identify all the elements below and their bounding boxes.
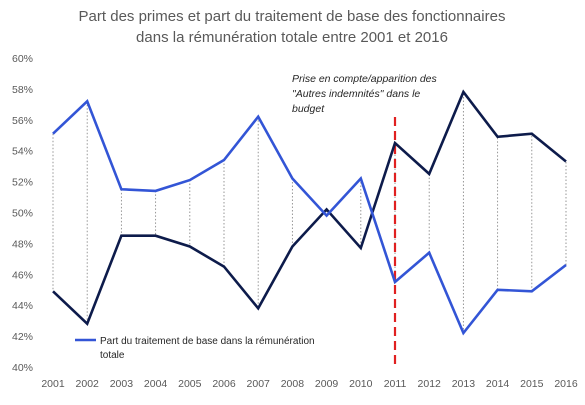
x-tick-label: 2016 <box>554 378 578 390</box>
x-tick-label: 2010 <box>349 378 373 390</box>
y-tick-label: 52% <box>12 177 33 189</box>
annotation-line-1: Prise en compte/apparition des <box>292 73 437 85</box>
x-axis-tick-labels: 2001 2002 2003 2004 2005 2006 2007 2008 2009 2010… <box>41 378 578 390</box>
series-line-traitement-de-base <box>52 99 567 336</box>
annotation-line-3: budget <box>292 103 325 115</box>
legend-label-line-2: totale <box>100 350 125 361</box>
x-tick-label: 2009 <box>315 378 339 390</box>
x-tick-label: 2002 <box>76 378 100 390</box>
x-tick-label: 2013 <box>452 378 476 390</box>
legend-label-line-1: Part du traitement de base dans la rémun… <box>100 336 315 347</box>
x-tick-label: 2001 <box>41 378 65 390</box>
y-tick-label: 48% <box>12 238 33 250</box>
x-tick-label: 2003 <box>110 378 134 390</box>
x-tick-label: 2011 <box>384 378 407 390</box>
x-tick-label: 2005 <box>178 378 202 390</box>
chart-title-line-1: Part des primes et part du traitement de… <box>79 8 506 25</box>
annotation-line-2: "Autres indemnités" dans le <box>292 88 420 100</box>
x-tick-label: 2008 <box>281 378 305 390</box>
series-lines <box>52 89 567 336</box>
y-tick-label: 46% <box>12 269 33 281</box>
y-tick-label: 44% <box>12 300 33 312</box>
x-tick-label: 2006 <box>212 378 236 390</box>
x-tick-label: 2007 <box>247 378 271 390</box>
y-tick-label: 50% <box>12 208 33 220</box>
y-tick-label: 60% <box>12 53 33 65</box>
legend: Part du traitement de base dans la rémun… <box>75 336 315 361</box>
x-tick-label: 2004 <box>144 378 168 390</box>
y-tick-label: 42% <box>12 331 33 343</box>
x-tick-label: 2012 <box>418 378 442 390</box>
y-tick-label: 56% <box>12 115 33 127</box>
chart-title-line-2: dans la rémunération totale entre 2001 e… <box>136 29 448 46</box>
x-tick-label: 2015 <box>520 378 544 390</box>
y-tick-label: 40% <box>12 362 33 374</box>
connector-lines <box>52 91 567 334</box>
y-axis-tick-labels: 40% 42% 44% 46% 48% 50% 52% 54% 56% 58% 60% <box>12 53 33 374</box>
y-tick-label: 58% <box>12 84 33 96</box>
series-line-primes <box>52 89 567 326</box>
y-tick-label: 54% <box>12 146 33 158</box>
annotation: Prise en compte/apparition des "Autres i… <box>292 73 437 115</box>
x-tick-label: 2014 <box>486 378 510 390</box>
